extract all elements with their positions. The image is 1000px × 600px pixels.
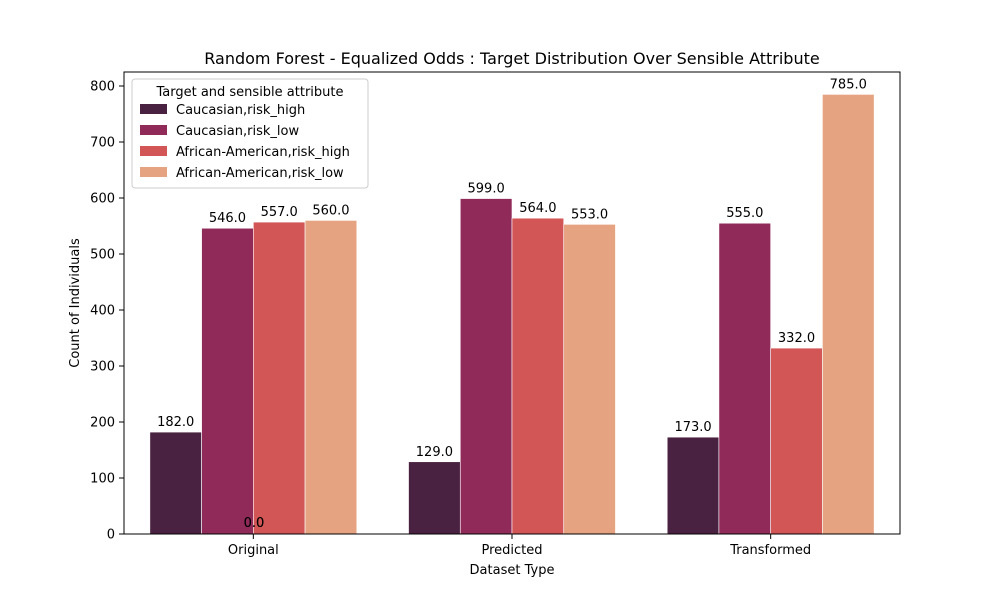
bar-african-american-risk-low-transformed bbox=[822, 94, 875, 535]
y-tick-label: 300 bbox=[90, 360, 115, 375]
zero-annotation: 0.0 bbox=[244, 516, 265, 531]
y-tick-label: 800 bbox=[90, 80, 115, 95]
x-tick-label: Transformed bbox=[729, 543, 811, 558]
zero-annotation: 0.0 bbox=[244, 516, 265, 531]
bar-caucasian-risk-low-original bbox=[201, 227, 254, 535]
legend-swatch bbox=[140, 104, 167, 114]
legend-label: Caucasian,risk_low bbox=[176, 124, 299, 139]
data-label: 555.0 bbox=[726, 206, 763, 221]
bar-african-american-risk-high-original bbox=[253, 221, 306, 535]
chart-title: Random Forest - Equalized Odds : Target … bbox=[204, 49, 819, 68]
y-tick-label: 100 bbox=[90, 472, 115, 487]
x-axis: Original Predicted Transformed bbox=[228, 534, 811, 558]
data-label: 182.0 bbox=[157, 415, 194, 430]
data-label: 599.0 bbox=[468, 182, 505, 197]
data-label: 546.0 bbox=[209, 211, 246, 226]
y-tick-label: 400 bbox=[90, 304, 115, 319]
legend-title: Target and sensible attribute bbox=[155, 85, 343, 100]
y-axis: 0 100 200 300 400 500 600 700 800 bbox=[90, 80, 124, 543]
legend-label: African-American,risk_low bbox=[176, 166, 344, 181]
x-axis-label: Dataset Type bbox=[470, 563, 555, 578]
bar-caucasian-risk-low-predicted bbox=[459, 198, 513, 535]
y-tick-label: 500 bbox=[90, 248, 115, 263]
bar-caucasian-risk-high-predicted bbox=[408, 461, 461, 535]
data-label: 173.0 bbox=[674, 420, 711, 435]
bar-african-american-risk-low-original bbox=[304, 220, 358, 535]
legend: Target and sensible attribute Caucasian,… bbox=[131, 78, 369, 189]
bar-caucasian-risk-low-transformed bbox=[718, 222, 771, 535]
legend-swatch bbox=[140, 146, 167, 156]
data-label: 332.0 bbox=[778, 331, 815, 346]
bar-african-american-risk-high-transformed bbox=[770, 347, 823, 535]
data-label: 557.0 bbox=[261, 205, 298, 220]
y-tick-label: 0 bbox=[107, 528, 115, 543]
legend-swatch bbox=[140, 167, 167, 177]
data-label: 564.0 bbox=[519, 201, 556, 216]
legend-label: Caucasian,risk_high bbox=[176, 103, 305, 118]
legend-swatch bbox=[140, 125, 167, 135]
bar-labels-group: 182.0 546.0 557.0 560.0 129.0 599.0 564.0 553.0… bbox=[157, 77, 867, 531]
y-axis-label: Count of Individuals bbox=[68, 238, 83, 368]
bars-group bbox=[149, 94, 875, 535]
data-label: 129.0 bbox=[416, 445, 453, 460]
bar-caucasian-risk-high-transformed bbox=[666, 436, 720, 535]
x-tick-label: Predicted bbox=[481, 543, 542, 558]
legend-label: African-American,risk_high bbox=[176, 145, 350, 160]
bar-caucasian-risk-high-original bbox=[149, 431, 202, 535]
data-label: 785.0 bbox=[830, 77, 867, 92]
plot-frame bbox=[123, 71, 901, 535]
legend-box bbox=[131, 78, 369, 189]
y-tick-label: 700 bbox=[90, 136, 115, 151]
x-tick-label: Original bbox=[228, 543, 279, 558]
bar-african-american-risk-low-predicted bbox=[563, 224, 616, 535]
y-tick-label: 200 bbox=[90, 416, 115, 431]
data-label: 560.0 bbox=[312, 203, 349, 218]
y-tick-label: 600 bbox=[90, 192, 115, 207]
data-label: 553.0 bbox=[571, 207, 608, 222]
bar-african-american-risk-high-predicted bbox=[511, 217, 565, 535]
